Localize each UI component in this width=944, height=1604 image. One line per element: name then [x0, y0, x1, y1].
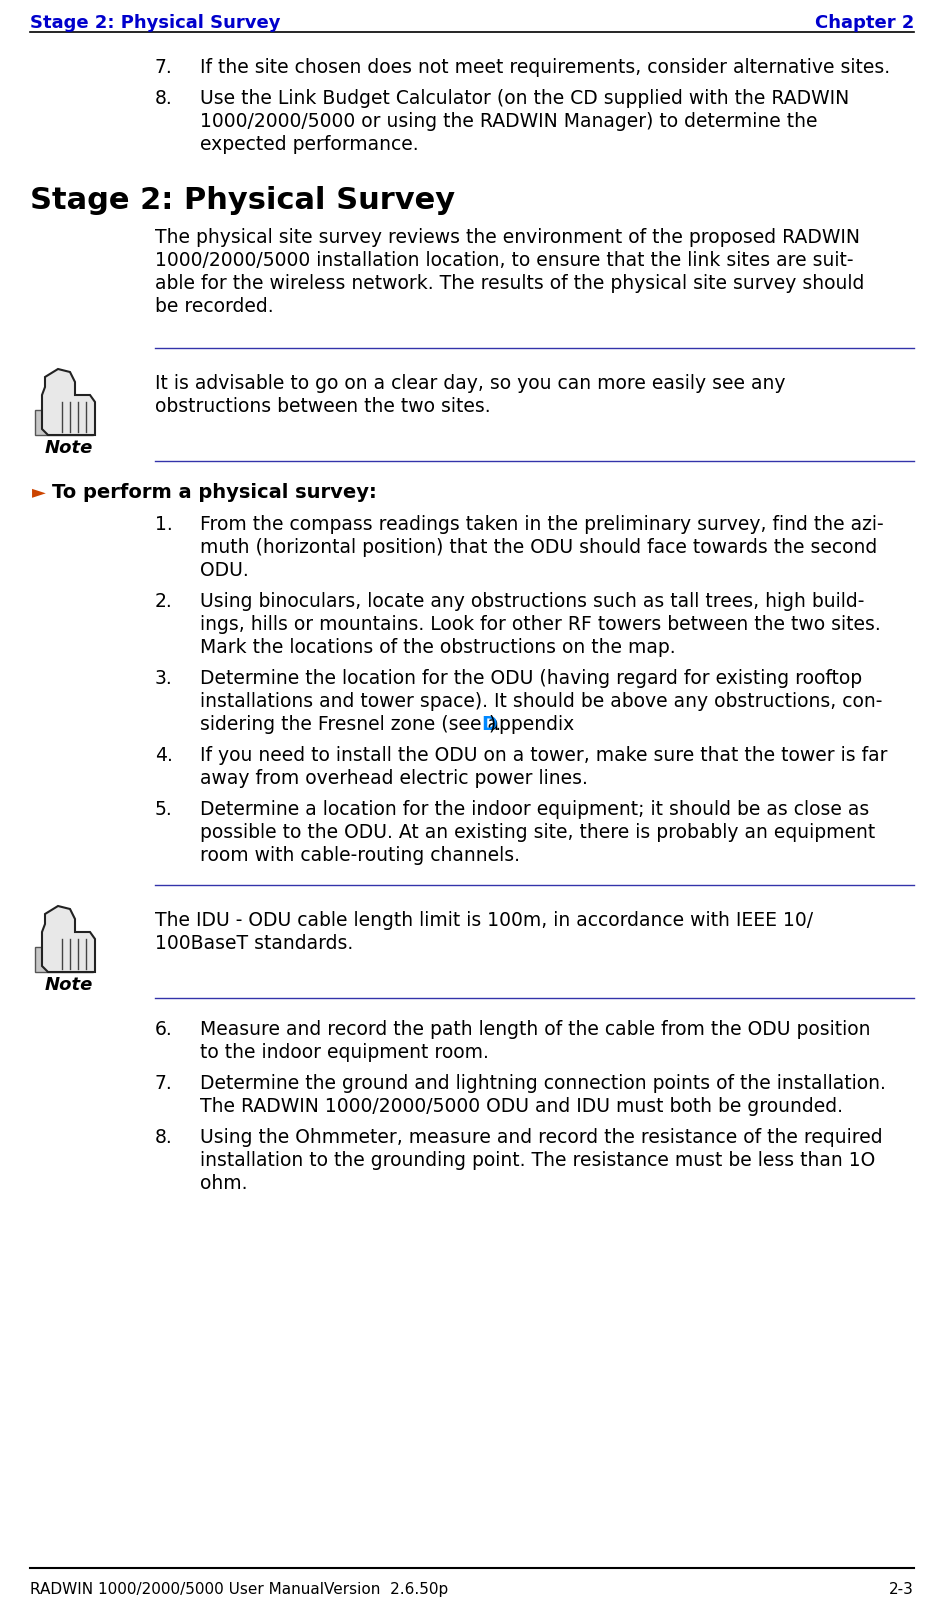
Text: 6.: 6. — [155, 1020, 173, 1039]
Text: installation to the grounding point. The resistance must be less than 1O: installation to the grounding point. The… — [200, 1152, 875, 1169]
Text: possible to the ODU. At an existing site, there is probably an equipment: possible to the ODU. At an existing site… — [200, 823, 875, 842]
Text: installations and tower space). It should be above any obstructions, con-: installations and tower space). It shoul… — [200, 691, 883, 711]
Text: RADWIN 1000/2000/5000 User ManualVersion  2.6.50p: RADWIN 1000/2000/5000 User ManualVersion… — [30, 1582, 448, 1598]
Text: Using binoculars, locate any obstructions such as tall trees, high build-: Using binoculars, locate any obstruction… — [200, 592, 865, 611]
Text: Determine the location for the ODU (having regard for existing rooftop: Determine the location for the ODU (havi… — [200, 669, 862, 688]
Text: 1000/2000/5000 installation location, to ensure that the link sites are suit-: 1000/2000/5000 installation location, to… — [155, 250, 853, 269]
Text: 1000/2000/5000 or using the RADWIN Manager) to determine the: 1000/2000/5000 or using the RADWIN Manag… — [200, 112, 818, 132]
Text: ohm.: ohm. — [200, 1174, 247, 1193]
Text: away from overhead electric power lines.: away from overhead electric power lines. — [200, 768, 588, 788]
Text: 2.: 2. — [155, 592, 173, 611]
Text: 2-3: 2-3 — [889, 1582, 914, 1598]
Text: obstructions between the two sites.: obstructions between the two sites. — [155, 398, 491, 415]
Text: Stage 2: Physical Survey: Stage 2: Physical Survey — [30, 14, 280, 32]
Text: Chapter 2: Chapter 2 — [815, 14, 914, 32]
Text: Mark the locations of the obstructions on the map.: Mark the locations of the obstructions o… — [200, 638, 676, 658]
Text: ►: ► — [32, 483, 46, 500]
Text: It is advisable to go on a clear day, so you can more easily see any: It is advisable to go on a clear day, so… — [155, 374, 785, 393]
Text: sidering the Fresnel zone (see appendix: sidering the Fresnel zone (see appendix — [200, 715, 581, 735]
FancyBboxPatch shape — [35, 409, 93, 435]
FancyBboxPatch shape — [35, 946, 93, 972]
Polygon shape — [42, 906, 95, 972]
Text: 100BaseT standards.: 100BaseT standards. — [155, 934, 353, 953]
Text: If the site chosen does not meet requirements, consider alternative sites.: If the site chosen does not meet require… — [200, 58, 890, 77]
Text: be recorded.: be recorded. — [155, 297, 274, 316]
Text: Use the Link Budget Calculator (on the CD supplied with the RADWIN: Use the Link Budget Calculator (on the C… — [200, 88, 850, 107]
Text: to the indoor equipment room.: to the indoor equipment room. — [200, 1043, 489, 1062]
Text: 8.: 8. — [155, 88, 173, 107]
Text: muth (horizontal position) that the ODU should face towards the second: muth (horizontal position) that the ODU … — [200, 537, 877, 557]
Text: 7.: 7. — [155, 58, 173, 77]
Text: Using the Ohmmeter, measure and record the resistance of the required: Using the Ohmmeter, measure and record t… — [200, 1128, 883, 1147]
Text: 1.: 1. — [155, 515, 173, 534]
Text: Note: Note — [45, 439, 93, 457]
Text: D: D — [480, 715, 497, 735]
Text: 5.: 5. — [155, 800, 173, 820]
Text: expected performance.: expected performance. — [200, 135, 418, 154]
Text: The physical site survey reviews the environment of the proposed RADWIN: The physical site survey reviews the env… — [155, 228, 860, 247]
Text: 7.: 7. — [155, 1075, 173, 1092]
Text: Stage 2: Physical Survey: Stage 2: Physical Survey — [30, 186, 455, 215]
Text: From the compass readings taken in the preliminary survey, find the azi-: From the compass readings taken in the p… — [200, 515, 884, 534]
Text: Measure and record the path length of the cable from the ODU position: Measure and record the path length of th… — [200, 1020, 870, 1039]
Text: 3.: 3. — [155, 669, 173, 688]
Text: Note: Note — [45, 975, 93, 994]
Polygon shape — [42, 369, 95, 435]
Text: If you need to install the ODU on a tower, make sure that the tower is far: If you need to install the ODU on a towe… — [200, 746, 887, 765]
Text: 8.: 8. — [155, 1128, 173, 1147]
Text: ings, hills or mountains. Look for other RF towers between the two sites.: ings, hills or mountains. Look for other… — [200, 614, 881, 634]
Text: able for the wireless network. The results of the physical site survey should: able for the wireless network. The resul… — [155, 274, 865, 294]
Text: 4.: 4. — [155, 746, 173, 765]
Text: Determine the ground and lightning connection points of the installation.: Determine the ground and lightning conne… — [200, 1075, 885, 1092]
Text: ODU.: ODU. — [200, 561, 249, 581]
Text: The RADWIN 1000/2000/5000 ODU and IDU must both be grounded.: The RADWIN 1000/2000/5000 ODU and IDU mu… — [200, 1097, 843, 1116]
Text: Determine a location for the indoor equipment; it should be as close as: Determine a location for the indoor equi… — [200, 800, 869, 820]
Text: room with cable-routing channels.: room with cable-routing channels. — [200, 845, 520, 865]
Text: To perform a physical survey:: To perform a physical survey: — [52, 483, 377, 502]
Text: The IDU - ODU cable length limit is 100m, in accordance with IEEE 10/: The IDU - ODU cable length limit is 100m… — [155, 911, 813, 930]
Text: ).: ). — [489, 715, 502, 735]
